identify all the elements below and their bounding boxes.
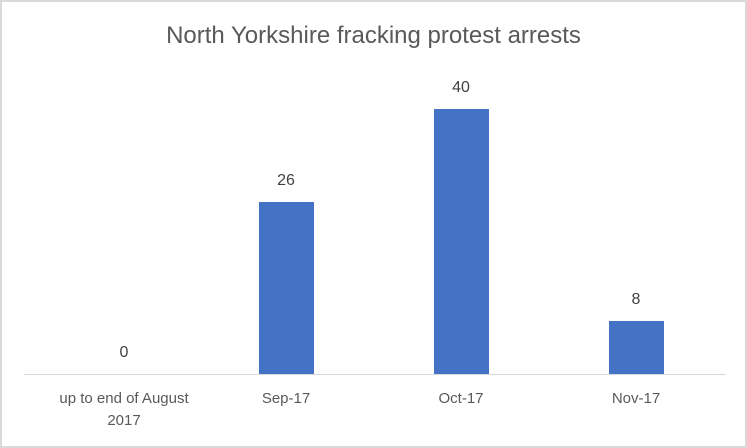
- data-label: 0: [119, 344, 129, 361]
- x-tick-label-line: 2017: [107, 412, 141, 429]
- x-axis-line: [24, 374, 726, 375]
- bar: [258, 201, 314, 374]
- chart-title: North Yorkshire fracking protest arrests: [166, 22, 581, 49]
- x-tick-label: up to end of August 2017: [39, 388, 209, 432]
- data-label: 26: [277, 171, 295, 189]
- bar: [433, 109, 489, 374]
- x-tick-label-line: up to end of August: [59, 390, 189, 407]
- x-tick-label: Sep-17: [261, 390, 311, 407]
- data-label: 40: [452, 79, 470, 96]
- data-label: 8: [631, 291, 641, 308]
- bar: [608, 321, 664, 374]
- x-tick-label: Nov-17: [611, 390, 661, 407]
- x-tick-label: Oct-17: [438, 390, 484, 407]
